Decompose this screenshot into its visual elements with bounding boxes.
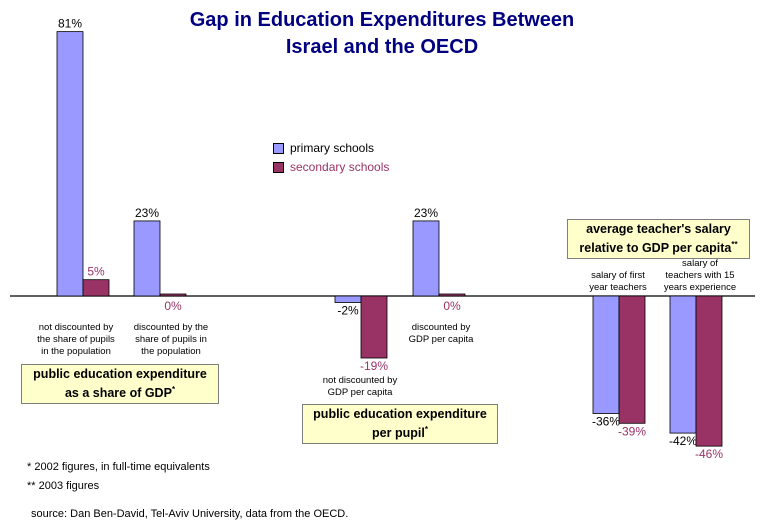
data-label-secondary-4: 0% [443, 299, 461, 313]
source-note: source: Dan Ben-David, Tel-Aviv Universi… [31, 508, 349, 520]
category-caption-6: salary of teachers with 15 years experienc… [663, 258, 737, 293]
footnote-2003: ** 2003 figures [27, 480, 100, 492]
bar-primary-2 [133, 220, 161, 297]
group-box-per-pupil: public education expenditure per pupil* [302, 404, 498, 445]
bar-primary-4 [412, 220, 440, 297]
data-label-secondary-2: 0% [164, 299, 182, 313]
category-caption-3: not discounted by GDP per capita [322, 375, 398, 398]
chart-title-line1: Gap in Education Expenditures Between [189, 9, 575, 31]
bar-primary-3 [334, 295, 362, 303]
data-label-primary-5: -36% [592, 415, 620, 429]
data-label-secondary-5: -39% [618, 424, 646, 438]
legend-swatch-secondary [273, 161, 284, 173]
category-caption-4: discounted by GDP per capita [408, 322, 474, 345]
legend-label-primary: primary schools [290, 141, 375, 155]
footnote-2002: * 2002 figures, in full-time equivalents [27, 461, 210, 473]
data-label-primary-1: 81% [58, 17, 82, 31]
bar-primary-5 [592, 295, 620, 414]
data-label-secondary-6: -46% [695, 447, 723, 461]
bar-primary-1 [56, 31, 84, 297]
group-box-share-of-gdp: public education expenditure as a share … [21, 364, 219, 405]
bar-primary-6 [669, 295, 697, 434]
legend-item-secondary: secondary schools [273, 160, 389, 174]
data-label-primary-4: 23% [414, 206, 438, 220]
legend-item-primary: primary schools [273, 141, 374, 155]
bar-secondary-6 [695, 295, 723, 447]
data-label-secondary-1: 5% [87, 265, 105, 279]
data-label-secondary-3: -19% [360, 359, 388, 373]
category-caption-1: not discounted by the share of pupils in t… [37, 322, 115, 357]
bar-secondary-5 [618, 295, 646, 424]
bar-secondary-2 [159, 293, 187, 297]
data-label-primary-2: 23% [135, 206, 159, 220]
category-caption-2: discounted by the share of pupils in the p… [133, 322, 209, 357]
legend-label-secondary: secondary schools [290, 160, 390, 174]
chart-title-line2: Israel and the OECD [285, 36, 479, 58]
data-label-primary-6: -42% [669, 434, 697, 448]
group-box-teacher-salary: average teacher's salary relative to GDP… [567, 219, 750, 260]
data-label-primary-3: -2% [337, 304, 359, 318]
bar-secondary-1 [82, 279, 110, 297]
category-caption-5: salary of first year teachers [589, 270, 647, 293]
bar-secondary-4 [438, 293, 466, 297]
legend-swatch-primary [273, 142, 284, 154]
bar-secondary-3 [360, 295, 388, 359]
